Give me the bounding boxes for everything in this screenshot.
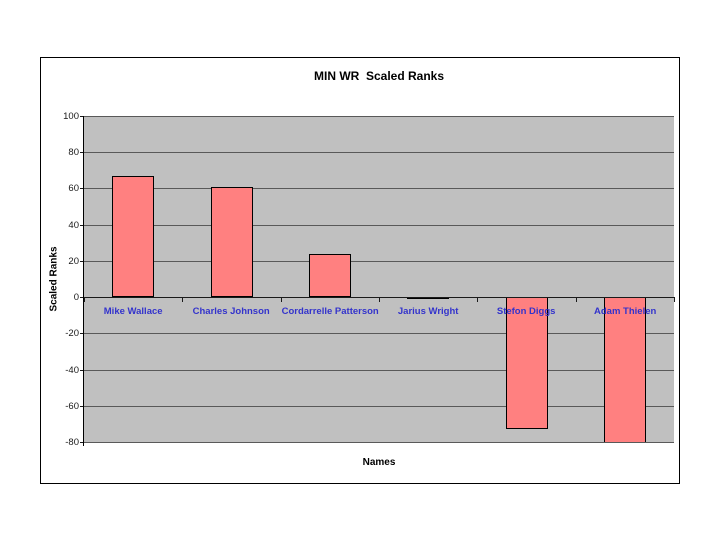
chart-title: MIN WR Scaled Ranks	[313, 69, 445, 83]
gridline--60	[84, 406, 674, 407]
gridline--80	[84, 442, 674, 443]
y-axis-tick-20	[80, 261, 84, 262]
category-label-cordarrelle-patterson: Cordarrelle Patterson	[281, 306, 379, 317]
y-axis-tick--60	[80, 406, 84, 407]
category-axis-tick-6	[674, 297, 675, 302]
category-axis-tick-4	[477, 297, 478, 302]
y-axis-tick--40	[80, 370, 84, 371]
y-axis-tick--80	[80, 442, 84, 443]
y-tick-label-0: 0	[73, 292, 79, 303]
category-axis-tick-3	[379, 297, 380, 302]
category-axis-tick-1	[182, 297, 183, 302]
y-tick-label--60: -60	[65, 401, 79, 412]
gridline-80	[84, 152, 674, 153]
y-tick-label--40: -40	[65, 365, 79, 376]
y-tick-label-60: 60	[68, 183, 79, 194]
y-axis-tick--20	[80, 333, 84, 334]
gridline-100	[84, 116, 674, 117]
bar-stefon-diggs	[506, 297, 548, 429]
y-tick-label-40: 40	[68, 220, 79, 231]
gridline-60	[84, 188, 674, 189]
y-tick-label--20: -20	[65, 328, 79, 339]
y-axis-tick-0	[80, 297, 84, 298]
gridline--40	[84, 370, 674, 371]
gridline-20	[84, 261, 674, 262]
category-label-jarius-wright: Jarius Wright	[397, 306, 459, 317]
category-label-adam-thielen: Adam Thielen	[594, 306, 657, 317]
bar-mike-wallace	[112, 176, 154, 297]
category-label-stefon-diggs: Stefon Diggs	[496, 306, 556, 317]
category-label-mike-wallace: Mike Wallace	[103, 306, 163, 317]
plot-area	[84, 116, 674, 442]
category-axis-tick-5	[576, 297, 577, 302]
y-tick-label-20: 20	[68, 256, 79, 267]
y-axis-tick-60	[80, 188, 84, 189]
y-axis-tick-40	[80, 225, 84, 226]
y-tick-label-100: 100	[63, 111, 79, 122]
y-axis-tick-100	[80, 116, 84, 117]
y-axis-tick-80	[80, 152, 84, 153]
category-label-charles-johnson: Charles Johnson	[192, 306, 270, 317]
category-axis-tick-2	[281, 297, 282, 302]
y-axis-line	[83, 116, 84, 446]
x-axis-title: Names	[362, 457, 396, 468]
chart-frame: MIN WR Scaled Ranks Names Scaled Ranks 1…	[40, 57, 680, 484]
category-axis-tick-0	[84, 297, 85, 302]
bar-adam-thielen	[604, 297, 646, 442]
y-tick-label-80: 80	[68, 147, 79, 158]
gridline-40	[84, 225, 674, 226]
bar-charles-johnson	[211, 187, 253, 297]
bar-cordarrelle-patterson	[309, 254, 351, 297]
y-tick-label--80: -80	[65, 437, 79, 448]
gridline--20	[84, 333, 674, 334]
